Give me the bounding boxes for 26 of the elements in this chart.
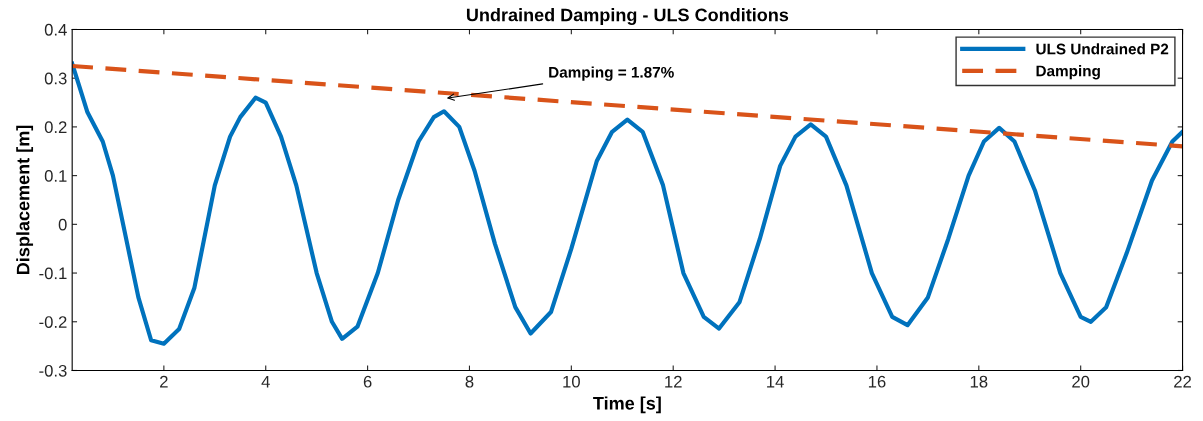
annotation: Damping = 1.87% — [549, 66, 674, 81]
x-tick-label: 8 — [465, 375, 474, 388]
x-tick-label: 18 — [970, 375, 988, 388]
y-tick-label: 0.4 — [44, 23, 67, 36]
x-tick-label: 6 — [363, 375, 372, 388]
y-tick-label: 0.3 — [44, 72, 67, 85]
x-tick-label: 10 — [563, 375, 580, 388]
x-tick-label: 12 — [665, 375, 682, 388]
chart-title: Undrained Damping - ULS Conditions — [466, 8, 789, 25]
x-tick-label: 20 — [1072, 375, 1090, 388]
y-tick-label: -0.1 — [39, 267, 67, 280]
y-tick-label: -0.2 — [39, 316, 67, 328]
x-tick-label: 4 — [261, 375, 270, 388]
x-tick-label: 22 — [1174, 375, 1191, 388]
y-tick-label: 0.1 — [44, 170, 67, 182]
line-series — [72, 61, 1183, 346]
x-tick-label: 16 — [868, 375, 886, 388]
x-tick-label: 2 — [160, 375, 168, 388]
x-tick-label: 14 — [767, 375, 784, 388]
x-axis-title: Time [s] — [593, 396, 661, 414]
y-tick-label: 0.2 — [44, 121, 67, 134]
legend-label: Damping — [1036, 65, 1100, 80]
legend-label: ULS Undrained P2 — [1036, 43, 1169, 55]
y-tick-label: 0 — [58, 218, 67, 231]
y-axis-title: Displacement [m] — [16, 125, 34, 275]
y-tick-label: -0.3 — [39, 364, 67, 377]
